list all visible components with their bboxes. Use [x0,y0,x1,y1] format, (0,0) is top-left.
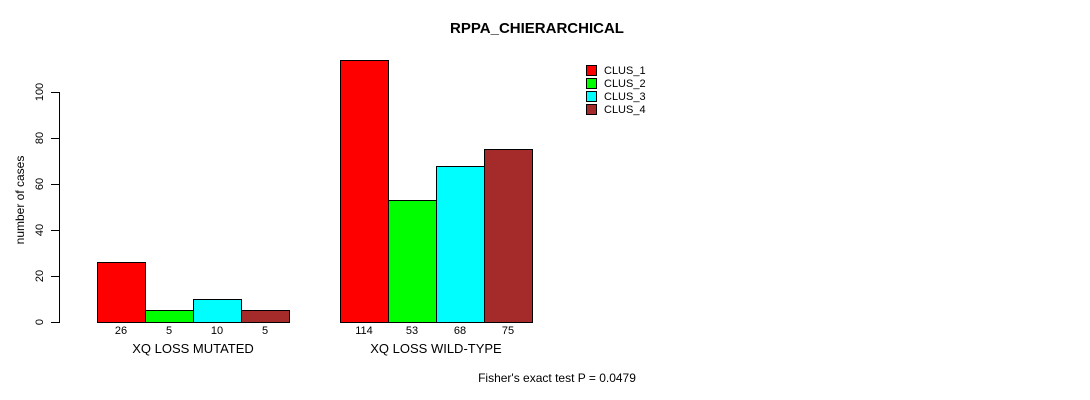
x-axis-group-label: XQ LOSS WILD-TYPE [370,341,502,356]
y-axis-tick-label: 80 [34,131,46,145]
y-axis-tick [51,184,59,185]
y-axis-tick-label: 60 [34,177,46,191]
bar-clus_4-group2 [484,149,533,323]
y-axis-tick [51,138,59,139]
legend-row: CLUS_4 [586,103,646,116]
bar-clus_2-group1 [145,310,194,323]
legend-label: CLUS_2 [604,77,646,90]
bar-value-label: 68 [453,325,467,337]
legend-swatch-clus_2 [586,78,597,89]
y-axis-tick-label: 20 [34,269,46,283]
legend-swatch-clus_4 [586,104,597,115]
bar-clus_1-group1 [97,262,146,323]
y-axis-line [59,92,60,323]
y-axis-tick-label: 0 [34,318,46,326]
bar-clus_1-group2 [340,60,389,323]
legend-row: CLUS_1 [586,64,646,77]
y-axis-tick-label: 40 [34,223,46,237]
bar-value-label: 75 [501,325,515,337]
bar-clus_2-group2 [388,200,437,323]
bar-value-label: 5 [261,325,269,337]
y-axis-tick [51,322,59,323]
legend-label: CLUS_4 [604,103,646,116]
legend-swatch-clus_1 [586,65,597,76]
bar-value-label: 5 [165,325,173,337]
bar-value-label: 53 [405,325,419,337]
y-axis-tick [51,276,59,277]
chart-title: RPPA_CHIERARCHICAL [450,20,624,37]
legend-row: CLUS_3 [586,90,646,103]
bar-value-label: 114 [355,325,373,337]
bar-value-label: 10 [210,325,224,337]
legend-label: CLUS_1 [604,64,646,77]
legend-row: CLUS_2 [586,77,646,90]
bar-clus_3-group2 [436,166,485,323]
bar-value-label: 26 [114,325,128,337]
y-axis-tick-label: 100 [34,82,46,102]
bar-clus_3-group1 [193,299,242,323]
x-axis-group-label: XQ LOSS MUTATED [132,341,254,356]
legend-label: CLUS_3 [604,90,646,103]
legend-swatch-clus_3 [586,91,597,102]
y-axis-tick [51,92,59,93]
footnote: Fisher's exact test P = 0.0479 [478,371,636,385]
y-axis-tick [51,230,59,231]
y-axis-title: number of cases [13,155,27,245]
legend: CLUS_1 CLUS_2 CLUS_3 CLUS_4 [586,64,646,116]
bar-clus_4-group1 [241,310,290,323]
